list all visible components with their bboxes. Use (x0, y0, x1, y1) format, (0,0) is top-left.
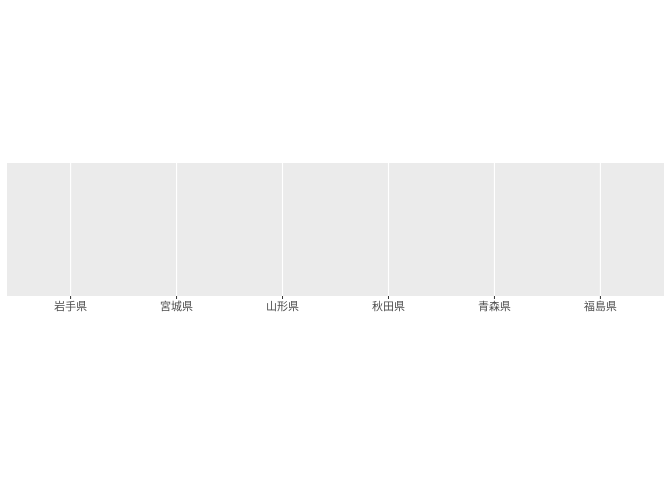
x-axis-tick-labels: 岩手県 宮城県 山形県 秋田県 青森県 福島県 (54, 299, 617, 313)
x-tick-label: 岩手県 (54, 299, 87, 313)
x-gridlines (70, 163, 601, 296)
plot-panel (7, 163, 664, 296)
x-tick-label: 福島県 (584, 299, 617, 313)
x-tick-label: 秋田県 (372, 299, 405, 313)
x-tick-label: 山形県 (266, 300, 299, 313)
x-tick-label: 宮城県 (160, 299, 193, 313)
x-tick-label: 青森県 (478, 299, 511, 313)
x-axis-ticks (70, 296, 601, 299)
